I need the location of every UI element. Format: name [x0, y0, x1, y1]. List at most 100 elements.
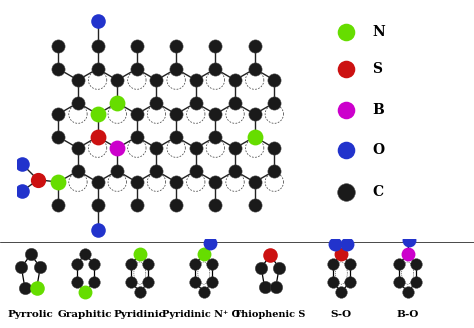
- Point: [395, 261, 403, 266]
- Point: [191, 261, 199, 266]
- Point: [207, 240, 214, 246]
- Point: [404, 289, 411, 294]
- Point: [271, 168, 278, 174]
- Point: [94, 112, 101, 117]
- Point: [342, 190, 349, 195]
- Point: [74, 77, 82, 83]
- Point: [136, 252, 144, 257]
- Point: [153, 146, 160, 151]
- Point: [412, 261, 420, 266]
- Point: [94, 227, 101, 232]
- Point: [145, 261, 152, 266]
- Point: [113, 100, 121, 105]
- Point: [173, 66, 180, 72]
- Point: [55, 202, 62, 207]
- Point: [34, 177, 42, 182]
- Point: [113, 77, 121, 83]
- Text: Thiophenic S: Thiophenic S: [235, 310, 306, 319]
- Point: [192, 146, 200, 151]
- Point: [55, 112, 62, 117]
- Point: [329, 261, 337, 266]
- Point: [231, 100, 239, 105]
- Point: [94, 134, 101, 139]
- Point: [133, 66, 141, 72]
- Point: [211, 112, 219, 117]
- Point: [90, 280, 98, 285]
- Point: [74, 146, 82, 151]
- Text: Pyridinic N⁺ O⁻: Pyridinic N⁺ O⁻: [162, 310, 246, 319]
- Point: [133, 44, 141, 49]
- Point: [153, 100, 160, 105]
- Point: [231, 168, 239, 174]
- Point: [145, 280, 152, 285]
- Point: [173, 134, 180, 139]
- Point: [395, 280, 403, 285]
- Point: [74, 168, 82, 174]
- Point: [94, 19, 101, 24]
- Point: [209, 261, 216, 266]
- Point: [94, 202, 101, 207]
- Point: [94, 179, 101, 185]
- Point: [18, 189, 26, 194]
- Point: [192, 77, 200, 83]
- Point: [271, 77, 278, 83]
- Point: [82, 252, 89, 257]
- Point: [275, 265, 283, 270]
- Text: B: B: [373, 103, 384, 116]
- Point: [133, 112, 141, 117]
- Point: [251, 179, 258, 185]
- Point: [211, 179, 219, 185]
- Point: [133, 179, 141, 185]
- Point: [74, 100, 82, 105]
- Point: [271, 146, 278, 151]
- Point: [329, 280, 337, 285]
- Point: [55, 44, 62, 49]
- Point: [173, 202, 180, 207]
- Point: [55, 179, 62, 185]
- Point: [133, 134, 141, 139]
- Point: [192, 168, 200, 174]
- Point: [18, 265, 25, 270]
- Point: [211, 66, 219, 72]
- Point: [128, 280, 135, 285]
- Point: [36, 265, 44, 270]
- Point: [191, 280, 199, 285]
- Point: [18, 161, 26, 167]
- Point: [173, 179, 180, 185]
- Point: [136, 289, 144, 294]
- Point: [342, 147, 349, 152]
- Text: S: S: [373, 62, 383, 76]
- Point: [94, 44, 101, 49]
- Point: [209, 280, 216, 285]
- Point: [153, 168, 160, 174]
- Point: [342, 29, 349, 34]
- Point: [21, 285, 29, 291]
- Point: [251, 202, 258, 207]
- Point: [257, 265, 265, 270]
- Text: C: C: [373, 185, 383, 199]
- Text: Pyrrolic: Pyrrolic: [8, 310, 54, 319]
- Point: [346, 261, 354, 266]
- Point: [346, 280, 354, 285]
- Point: [27, 252, 35, 257]
- Point: [113, 168, 121, 174]
- Point: [231, 146, 239, 151]
- Point: [94, 66, 101, 72]
- Point: [272, 285, 280, 290]
- Point: [261, 285, 268, 290]
- Point: [405, 238, 413, 243]
- Point: [173, 44, 180, 49]
- Point: [211, 202, 219, 207]
- Point: [128, 261, 135, 266]
- Point: [337, 252, 345, 257]
- Point: [342, 107, 349, 112]
- Point: [337, 289, 345, 294]
- Point: [211, 44, 219, 49]
- Point: [82, 289, 89, 294]
- Point: [73, 261, 81, 266]
- Point: [412, 280, 420, 285]
- Point: [266, 253, 274, 258]
- Point: [251, 112, 258, 117]
- Point: [251, 66, 258, 72]
- Point: [192, 100, 200, 105]
